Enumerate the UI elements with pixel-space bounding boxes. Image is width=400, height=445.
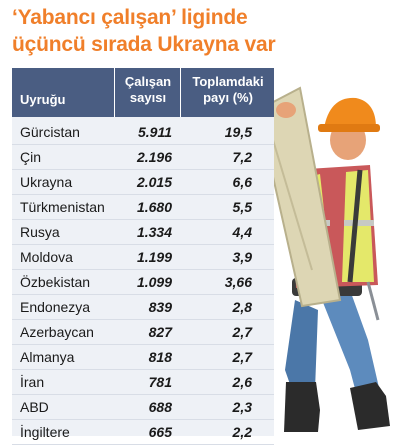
cell-country: Endonezya: [20, 299, 91, 315]
table-row: Gürcistan 5.911 19,5: [12, 120, 274, 145]
header-country: Uyruğu: [20, 92, 66, 107]
table-row: Rusya 1.334 4,4: [12, 220, 274, 245]
header-share-line-1: Toplamdaki: [192, 74, 264, 89]
table-row: İngiltere 665 2,2: [12, 420, 274, 445]
header-workers: Çalışan sayısı: [116, 74, 180, 106]
cell-workers: 1.680: [136, 199, 172, 215]
header-workers-line-2: sayısı: [129, 90, 167, 105]
cell-country: İngiltere: [20, 424, 70, 440]
cell-workers: 1.334: [136, 224, 172, 240]
cell-share: 2,2: [232, 424, 252, 440]
cell-country: Özbekistan: [20, 274, 91, 290]
cell-country: Çin: [20, 149, 42, 165]
table-row: Türkmenistan 1.680 5,5: [12, 195, 274, 220]
cell-share: 2,7: [232, 324, 252, 340]
cell-country: ABD: [20, 399, 49, 415]
cell-share: 19,5: [224, 124, 252, 140]
table-body: Gürcistan 5.911 19,5 Çin 2.196 7,2 Ukrayna 2.01…: [12, 120, 274, 445]
chart-title: ‘Yabancı çalışan’ liginde üçüncü sırada …: [12, 4, 342, 58]
cell-workers: 818: [148, 349, 172, 365]
cell-workers: 688: [148, 399, 172, 415]
table-row: Özbekistan 1.099 3,66: [12, 270, 274, 295]
data-table: Uyruğu Çalışan sayısı Toplamdaki payı (%…: [12, 68, 274, 445]
header-divider: [180, 68, 181, 117]
cell-workers: 827: [148, 324, 172, 340]
cell-workers: 781: [148, 374, 172, 390]
table-row: Almanya 818 2,7: [12, 345, 274, 370]
cell-workers: 2.015: [136, 174, 172, 190]
title-line-1: ‘Yabancı çalışan’ liginde: [12, 6, 248, 29]
table-row: Endonezya 839 2,8: [12, 295, 274, 320]
construction-worker-illustration: [256, 86, 390, 432]
cell-workers: 665: [148, 424, 172, 440]
cell-share: 3,66: [224, 274, 252, 290]
cell-country: Almanya: [20, 349, 75, 365]
cell-workers: 1.099: [136, 274, 172, 290]
cell-share: 6,6: [232, 174, 252, 190]
header-share: Toplamdaki payı (%): [182, 74, 274, 106]
table-row: Ukrayna 2.015 6,6: [12, 170, 274, 195]
table-row: Moldova 1.199 3,9: [12, 245, 274, 270]
cell-country: Ukrayna: [20, 174, 73, 190]
cell-country: Azerbaycan: [20, 324, 94, 340]
cell-share: 2,8: [232, 299, 252, 315]
header-share-line-2: payı (%): [203, 90, 253, 105]
cell-country: Rusya: [20, 224, 60, 240]
cell-workers: 839: [148, 299, 172, 315]
cell-share: 2,6: [232, 374, 252, 390]
cell-share: 2,3: [232, 399, 252, 415]
table-header: Uyruğu Çalışan sayısı Toplamdaki payı (%…: [12, 68, 274, 117]
cell-country: Türkmenistan: [20, 199, 105, 215]
header-divider: [114, 68, 115, 117]
cell-workers: 1.199: [136, 249, 172, 265]
cell-share: 4,4: [232, 224, 252, 240]
cell-country: Gürcistan: [20, 124, 80, 140]
cell-share: 7,2: [232, 149, 252, 165]
table-row: İran 781 2,6: [12, 370, 274, 395]
cell-share: 2,7: [232, 349, 252, 365]
cell-share: 3,9: [232, 249, 252, 265]
title-line-2: üçüncü sırada Ukrayna var: [12, 33, 276, 56]
table-row: Çin 2.196 7,2: [12, 145, 274, 170]
cell-workers: 2.196: [136, 149, 172, 165]
cell-country: Moldova: [20, 249, 73, 265]
cell-country: İran: [20, 374, 45, 390]
header-workers-line-1: Çalışan: [124, 74, 172, 89]
cell-workers: 5.911: [138, 124, 172, 140]
table-row: ABD 688 2,3: [12, 395, 274, 420]
table-row: Azerbaycan 827 2,7: [12, 320, 274, 345]
cell-share: 5,5: [232, 199, 252, 215]
